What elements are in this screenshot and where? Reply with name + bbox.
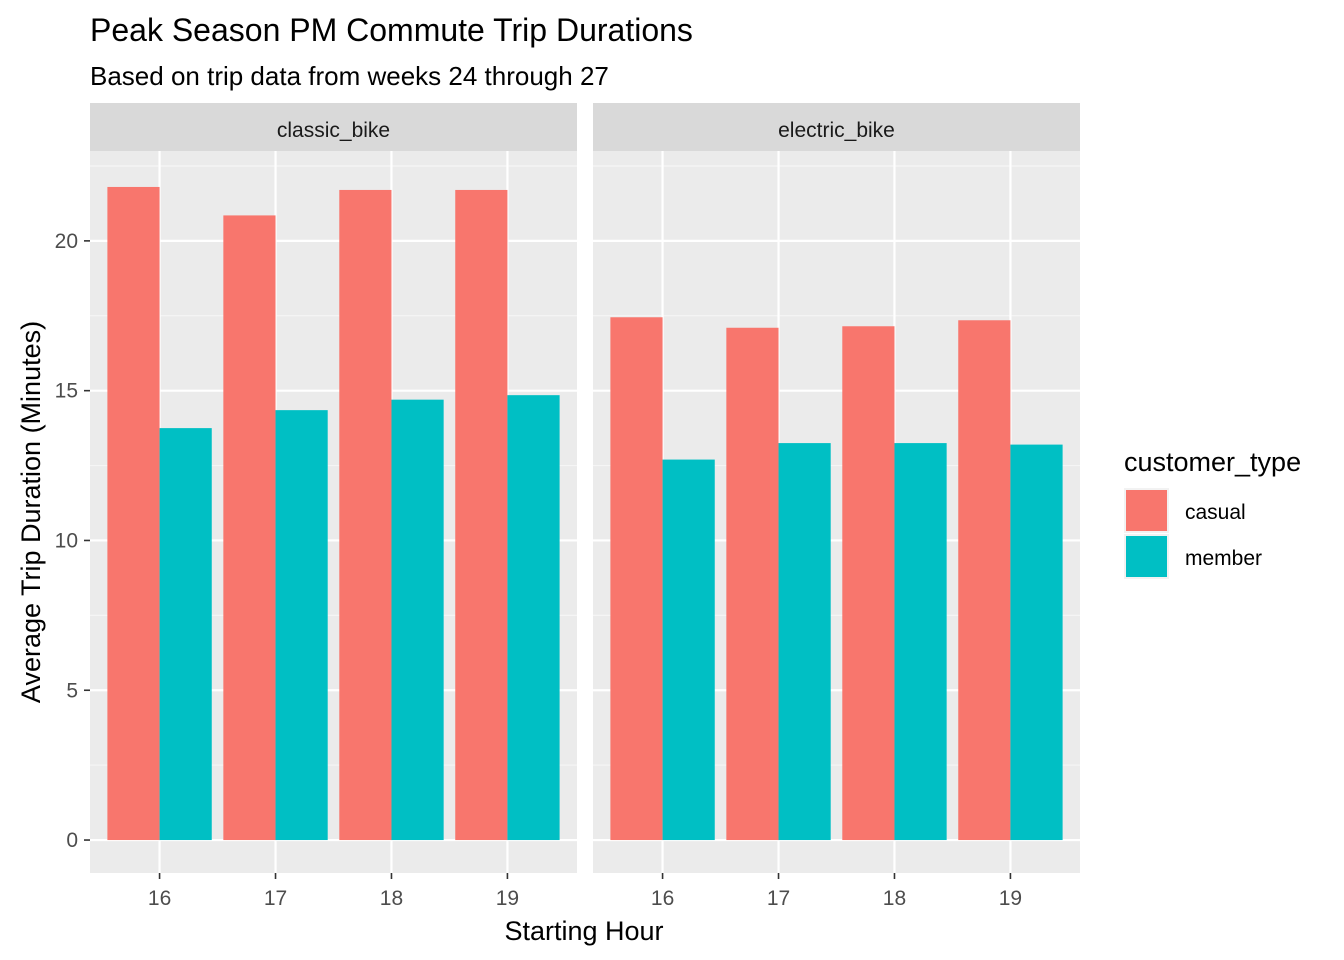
x-tick-label: 16 <box>651 887 674 910</box>
y-tick-label: 15 <box>55 380 78 403</box>
legend-label-member: member <box>1185 547 1262 570</box>
facet-panel-electric_bike: electric_bike 16 17 18 19 <box>593 103 1080 910</box>
y-tick-label: 0 <box>66 829 78 852</box>
bar-electric_bike-member-17 <box>778 443 831 841</box>
facet-strip-label: classic_bike <box>277 119 390 142</box>
bar-classic_bike-member-17 <box>275 410 328 841</box>
bar-classic_bike-member-16 <box>159 428 212 841</box>
bar-classic_bike-casual-17 <box>223 215 276 841</box>
x-tick-label: 17 <box>767 887 790 910</box>
bar-electric_bike-casual-18 <box>842 326 895 841</box>
bar-classic_bike-member-18 <box>391 399 444 841</box>
chart-subtitle: Based on trip data from weeks 24 through… <box>90 61 609 91</box>
legend: customer_type casual member <box>1124 447 1301 579</box>
x-tick-label: 19 <box>496 887 519 910</box>
y-axis-title: Average Trip Duration (Minutes) <box>16 321 46 703</box>
bar-electric_bike-member-18 <box>894 443 947 841</box>
x-tick-label: 18 <box>380 887 403 910</box>
facet-panels: classic_bike 16 17 18 19 electric_bike 16 17 18 1… <box>90 103 1080 910</box>
facet-strip <box>90 103 577 151</box>
bar-classic_bike-casual-16 <box>107 186 160 841</box>
bar-electric_bike-member-19 <box>1010 444 1063 841</box>
y-axis: 0 5 10 15 20 <box>55 230 90 852</box>
bar-electric_bike-member-16 <box>662 459 715 841</box>
bar-classic_bike-member-19 <box>507 395 560 841</box>
facet-strip-label: electric_bike <box>778 119 895 142</box>
legend-label-casual: casual <box>1185 501 1246 524</box>
x-tick-label: 19 <box>999 887 1022 910</box>
bar-classic_bike-casual-18 <box>339 189 392 841</box>
bar-electric_bike-casual-17 <box>726 327 779 841</box>
bar-electric_bike-casual-16 <box>610 317 663 841</box>
facet-panel-classic_bike: classic_bike 16 17 18 19 <box>90 103 577 910</box>
legend-key-member <box>1126 536 1167 577</box>
y-tick-label: 20 <box>55 230 78 253</box>
y-tick-label: 5 <box>66 679 78 702</box>
legend-title: customer_type <box>1124 447 1301 477</box>
facet-strip <box>593 103 1080 151</box>
chart-title: Peak Season PM Commute Trip Durations <box>90 12 693 48</box>
y-tick-label: 10 <box>55 529 78 552</box>
x-tick-label: 16 <box>148 887 171 910</box>
x-axis-title: Starting Hour <box>504 916 663 946</box>
x-tick-label: 18 <box>883 887 906 910</box>
legend-key-casual <box>1126 490 1167 531</box>
bar-classic_bike-casual-19 <box>455 189 508 841</box>
bar-electric_bike-casual-19 <box>958 320 1011 841</box>
x-tick-label: 17 <box>264 887 287 910</box>
